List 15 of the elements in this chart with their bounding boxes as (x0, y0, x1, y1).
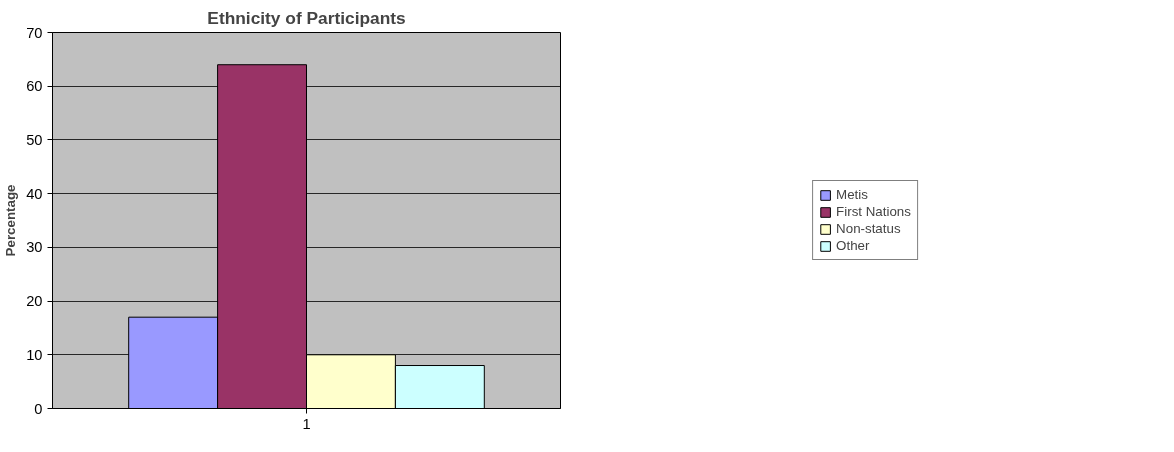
y-tick-label: 70 (26, 24, 43, 41)
x-tick-label: 1 (302, 415, 311, 432)
legend-label: Non-status (836, 221, 901, 236)
chart-title: Ethnicity of Participants (207, 7, 406, 28)
y-tick-label: 60 (26, 78, 43, 95)
legend-label: First Nations (836, 204, 911, 219)
y-tick-label: 10 (26, 346, 43, 363)
y-tick-label: 40 (26, 185, 43, 202)
y-tick-label: 30 (26, 239, 43, 256)
y-tick-label: 0 (34, 400, 43, 417)
y-tick-label: 20 (26, 293, 43, 310)
y-axis-title: Percentage (3, 184, 19, 257)
legend-label: Other (836, 238, 870, 253)
legend-label: Metis (836, 187, 868, 202)
y-tick-label: 50 (26, 131, 43, 148)
